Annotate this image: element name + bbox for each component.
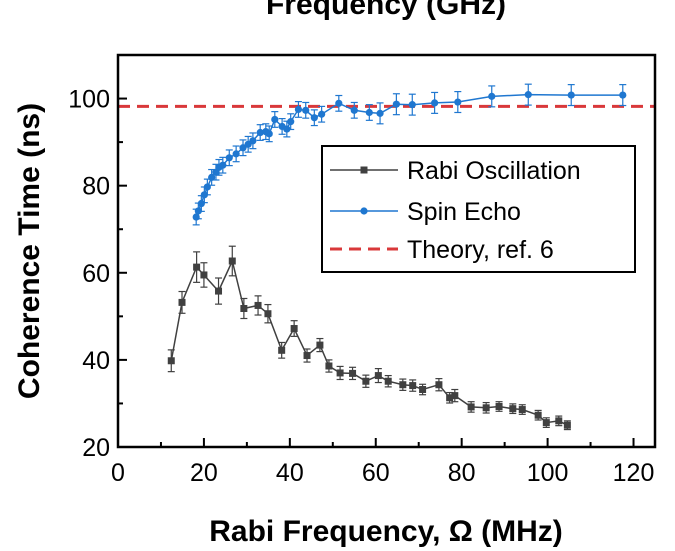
rabi-point — [254, 301, 262, 309]
y-tick-label: 20 — [82, 434, 110, 462]
rabi-point — [446, 394, 454, 402]
rabi-point — [316, 341, 324, 349]
plot-frame — [116, 53, 657, 449]
echo-point — [294, 105, 303, 114]
legend-label: Rabi Oscillation — [407, 157, 581, 185]
echo-point — [488, 92, 496, 100]
echo-point — [239, 144, 247, 152]
rabi-point — [495, 402, 503, 410]
x-tick-label: 20 — [190, 459, 218, 487]
echo-point — [567, 91, 575, 99]
echo-point — [232, 150, 240, 158]
rabi-point — [264, 310, 272, 318]
legend-label: Theory, ref. 6 — [407, 236, 554, 264]
rabi-point — [374, 372, 382, 380]
rabi-point — [419, 386, 427, 394]
echo-point — [431, 99, 439, 107]
x-tick-label: 40 — [276, 459, 304, 487]
rabi-point — [215, 287, 223, 295]
rabi-point — [167, 357, 175, 365]
echo-point — [271, 115, 279, 124]
rabi-point — [563, 421, 571, 429]
chart-title: Frequency (GHz) — [266, 0, 506, 21]
rabi-oscillation-line — [170, 258, 568, 426]
rabi-point — [325, 362, 333, 370]
rabi-point — [542, 419, 550, 427]
rabi-point — [509, 405, 517, 413]
legend: Rabi Oscillation Spin Echo Theory, ref. 6 — [321, 145, 636, 273]
echo-point — [208, 173, 216, 181]
x-tick-label: 120 — [613, 459, 655, 487]
legend-label: Spin Echo — [407, 198, 521, 226]
echo-point — [265, 130, 273, 138]
echo-point — [365, 108, 373, 117]
x-tick-label: 60 — [362, 459, 390, 487]
legend-square-marker — [360, 166, 368, 174]
rabi-point — [193, 263, 201, 271]
rabi-point — [435, 381, 443, 389]
rabi-point — [228, 257, 236, 265]
rabi-point — [409, 382, 417, 390]
y-tick-label: 60 — [82, 260, 110, 288]
legend-circle-marker — [360, 207, 368, 215]
echo-point — [287, 118, 295, 126]
echo-point — [283, 125, 291, 133]
rabi-point — [534, 411, 542, 419]
rabi-point — [399, 381, 407, 389]
echo-point — [219, 161, 227, 169]
echo-point — [249, 137, 257, 145]
rabi-point — [555, 417, 563, 425]
rabi-point — [349, 369, 357, 377]
rabi-point — [518, 406, 526, 414]
rabi-point — [384, 377, 392, 385]
rabi-point — [467, 403, 475, 411]
echo-point — [454, 98, 462, 106]
echo-point — [225, 154, 233, 162]
rabi-point — [290, 325, 298, 333]
x-tick-label: 0 — [111, 459, 125, 487]
echo-point — [256, 128, 264, 137]
legend-box — [321, 145, 636, 273]
echo-point — [335, 99, 343, 107]
echo-point — [392, 100, 400, 108]
y-tick-label: 40 — [82, 347, 110, 375]
rabi-point — [362, 377, 370, 385]
rabi-point — [451, 392, 459, 400]
rabi-point — [303, 352, 311, 360]
rabi-point — [278, 346, 286, 354]
y-tick-label: 100 — [68, 86, 110, 114]
echo-point — [318, 110, 326, 118]
echo-point — [197, 199, 205, 208]
x-tick-label: 100 — [527, 459, 569, 487]
echo-point — [350, 106, 358, 114]
echo-point — [376, 109, 384, 117]
rabi-point — [240, 304, 248, 312]
echo-point — [408, 101, 416, 109]
rabi-point — [336, 369, 344, 377]
x-axis-title: Rabi Frequency, Ω (MHz) — [209, 515, 563, 548]
rabi-point — [200, 271, 208, 279]
echo-point — [524, 91, 532, 99]
rabi-point — [178, 298, 186, 306]
echo-point — [302, 106, 310, 114]
echo-point — [310, 114, 318, 122]
y-axis-title: Coherence Time (ns) — [13, 103, 46, 399]
rabi-point — [482, 404, 490, 412]
x-tick-label: 80 — [448, 459, 476, 487]
echo-point — [203, 183, 211, 191]
y-tick-label: 80 — [82, 173, 110, 201]
echo-point — [619, 91, 627, 99]
